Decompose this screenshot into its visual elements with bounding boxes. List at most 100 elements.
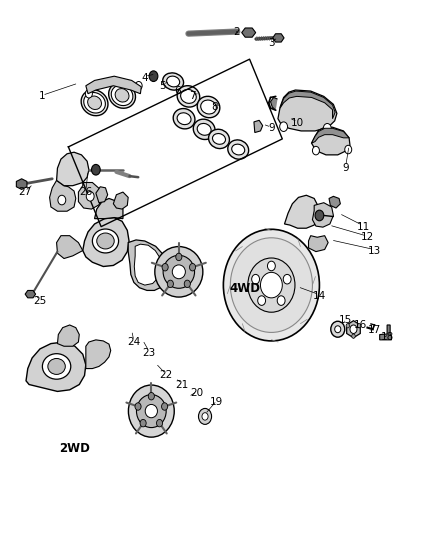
- Polygon shape: [95, 198, 123, 219]
- Polygon shape: [83, 217, 129, 266]
- Text: 4: 4: [141, 73, 148, 83]
- Text: 12: 12: [361, 232, 374, 243]
- Circle shape: [156, 419, 162, 427]
- Circle shape: [258, 296, 265, 305]
- Ellipse shape: [65, 164, 78, 175]
- Ellipse shape: [115, 88, 129, 102]
- Polygon shape: [86, 340, 111, 368]
- Text: 18: 18: [381, 332, 394, 342]
- Polygon shape: [113, 192, 128, 209]
- Text: 2: 2: [233, 27, 240, 37]
- Polygon shape: [312, 203, 333, 227]
- Polygon shape: [285, 195, 318, 228]
- Polygon shape: [329, 196, 340, 208]
- Polygon shape: [346, 321, 360, 338]
- Circle shape: [283, 274, 291, 284]
- Polygon shape: [242, 28, 256, 37]
- Polygon shape: [308, 236, 328, 252]
- Circle shape: [58, 195, 66, 205]
- Text: 17: 17: [367, 325, 381, 335]
- Ellipse shape: [177, 113, 191, 125]
- Ellipse shape: [137, 394, 166, 427]
- Circle shape: [345, 146, 352, 154]
- Polygon shape: [57, 325, 79, 346]
- Text: 11: 11: [357, 222, 370, 232]
- Polygon shape: [49, 180, 76, 211]
- Text: 2WD: 2WD: [60, 442, 90, 455]
- Circle shape: [162, 263, 168, 271]
- Text: 9: 9: [268, 123, 275, 133]
- Ellipse shape: [42, 354, 71, 379]
- Ellipse shape: [230, 238, 312, 333]
- Ellipse shape: [292, 202, 312, 222]
- Polygon shape: [128, 240, 169, 290]
- Ellipse shape: [84, 93, 106, 113]
- Ellipse shape: [228, 140, 249, 159]
- Polygon shape: [16, 179, 27, 189]
- Text: 27: 27: [18, 187, 32, 197]
- Text: 4WD: 4WD: [230, 282, 261, 295]
- Text: 6: 6: [174, 86, 181, 96]
- Circle shape: [86, 191, 94, 201]
- Ellipse shape: [296, 206, 308, 218]
- Text: 24: 24: [127, 337, 141, 347]
- Circle shape: [280, 122, 288, 132]
- Circle shape: [167, 280, 173, 288]
- Text: 10: 10: [291, 118, 304, 128]
- Polygon shape: [86, 76, 141, 94]
- Circle shape: [352, 334, 355, 338]
- Ellipse shape: [61, 160, 82, 179]
- Ellipse shape: [48, 359, 65, 374]
- Polygon shape: [311, 128, 349, 143]
- Polygon shape: [273, 34, 284, 42]
- Text: 22: 22: [159, 370, 173, 380]
- Ellipse shape: [166, 76, 180, 87]
- Circle shape: [198, 408, 212, 424]
- Polygon shape: [78, 182, 102, 209]
- Circle shape: [85, 90, 92, 98]
- Polygon shape: [25, 290, 35, 298]
- Circle shape: [350, 325, 357, 334]
- Text: 16: 16: [354, 320, 367, 330]
- Ellipse shape: [331, 321, 345, 337]
- Ellipse shape: [197, 124, 211, 135]
- Circle shape: [148, 392, 154, 400]
- Ellipse shape: [197, 96, 220, 118]
- Polygon shape: [280, 91, 335, 119]
- Ellipse shape: [232, 144, 245, 155]
- Polygon shape: [254, 120, 263, 133]
- Ellipse shape: [261, 272, 283, 298]
- Circle shape: [315, 210, 324, 221]
- Text: 26: 26: [79, 187, 92, 197]
- Circle shape: [190, 263, 196, 271]
- Circle shape: [140, 419, 146, 427]
- Ellipse shape: [97, 233, 114, 249]
- Ellipse shape: [109, 83, 135, 108]
- Ellipse shape: [208, 130, 230, 149]
- Ellipse shape: [145, 405, 157, 418]
- Text: 8: 8: [211, 102, 218, 112]
- Ellipse shape: [248, 258, 295, 312]
- Text: 9: 9: [343, 163, 349, 173]
- Ellipse shape: [155, 247, 203, 297]
- Ellipse shape: [92, 229, 119, 253]
- Polygon shape: [311, 127, 350, 155]
- Circle shape: [135, 403, 141, 410]
- Text: 5: 5: [159, 81, 166, 91]
- Polygon shape: [26, 342, 86, 391]
- Circle shape: [176, 253, 182, 261]
- Ellipse shape: [223, 229, 319, 341]
- Circle shape: [149, 71, 158, 82]
- Text: 7: 7: [190, 91, 196, 101]
- Polygon shape: [57, 236, 83, 259]
- Ellipse shape: [128, 385, 174, 437]
- Circle shape: [323, 124, 331, 133]
- Polygon shape: [96, 187, 108, 203]
- Ellipse shape: [173, 109, 195, 129]
- Circle shape: [277, 296, 285, 305]
- Circle shape: [346, 324, 350, 328]
- Text: 25: 25: [33, 296, 46, 306]
- Circle shape: [92, 165, 100, 175]
- Polygon shape: [380, 325, 392, 340]
- Text: 15: 15: [339, 314, 352, 325]
